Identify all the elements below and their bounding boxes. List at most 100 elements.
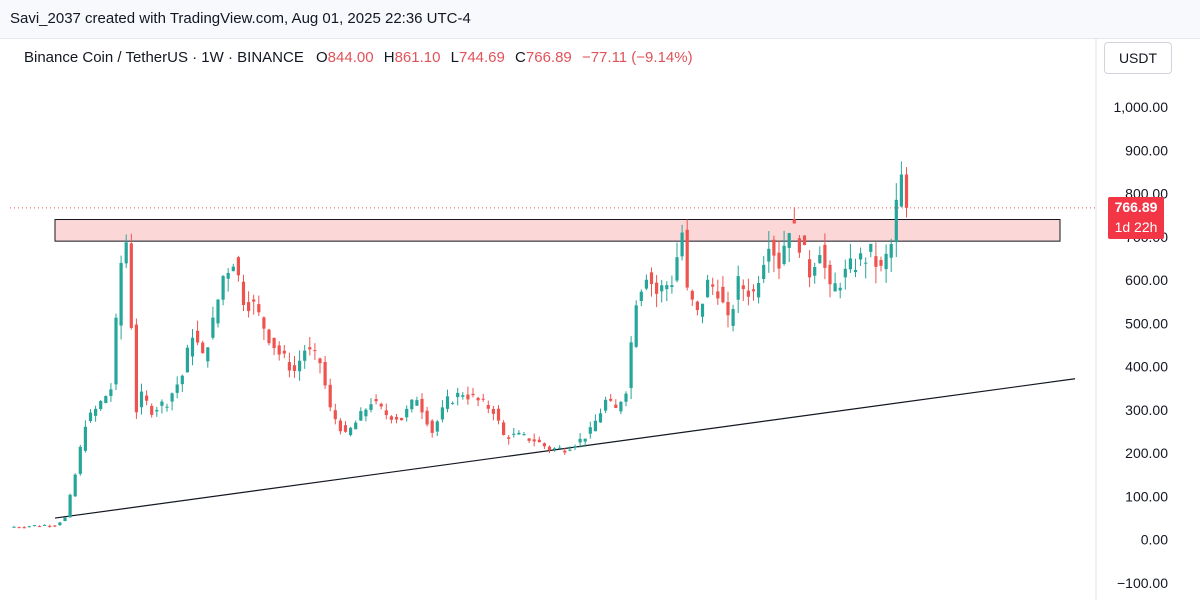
candle-body xyxy=(272,337,276,349)
symbol-name[interactable]: Binance Coin / TetherUS · 1W · BINANCE xyxy=(24,49,304,66)
low-label: L xyxy=(450,49,459,66)
candle-body xyxy=(73,474,77,497)
candle-body xyxy=(655,282,659,294)
candle-body xyxy=(848,258,852,270)
candle-body xyxy=(726,302,730,316)
candle-body xyxy=(619,401,623,412)
candle-body xyxy=(716,291,720,299)
candle-body xyxy=(241,281,246,305)
candle-body xyxy=(83,426,87,451)
candle-body xyxy=(252,299,256,302)
candle-body xyxy=(247,302,251,312)
candle-body xyxy=(369,404,373,410)
y-tick-label: 600.00 xyxy=(1125,272,1168,288)
candle-body xyxy=(644,279,648,289)
candle-body xyxy=(139,391,144,408)
candle-body xyxy=(196,330,200,343)
candle-body xyxy=(767,248,771,262)
close-label: C xyxy=(515,49,526,66)
candle-body xyxy=(124,242,128,264)
high-value: 861.10 xyxy=(394,49,441,66)
candle-body xyxy=(802,235,807,245)
candle-body xyxy=(48,525,52,527)
candle-body xyxy=(129,243,133,328)
candle-body xyxy=(736,276,740,300)
candle-body xyxy=(899,174,903,207)
candle-body xyxy=(17,527,21,529)
creator-credit: Savi_2037 created with TradingView.com, … xyxy=(10,10,471,27)
candle-body xyxy=(904,174,909,208)
candle-body xyxy=(598,413,603,423)
candle-body xyxy=(838,287,842,291)
last-price-value: 766.89 xyxy=(1114,199,1158,215)
candle-body xyxy=(476,397,480,401)
y-tick-label: 300.00 xyxy=(1125,402,1168,418)
candle-body xyxy=(410,399,414,410)
candle-body xyxy=(481,398,485,400)
candle-body xyxy=(430,420,434,433)
candle-body xyxy=(741,285,745,290)
bar-countdown: 1d 22h xyxy=(1114,219,1158,235)
candle-body xyxy=(486,405,490,409)
candle-body xyxy=(68,494,72,518)
candle-body xyxy=(818,255,822,264)
candle-body xyxy=(88,412,93,421)
candle-body xyxy=(185,347,189,373)
candle-body xyxy=(415,400,419,406)
candle-body xyxy=(425,410,429,425)
candle-body xyxy=(211,317,215,338)
candle-body xyxy=(338,420,342,432)
candle-body xyxy=(660,285,664,292)
candle-body xyxy=(420,398,424,413)
candle-body xyxy=(879,259,883,266)
candle-body xyxy=(568,449,572,451)
candle-body xyxy=(221,276,225,300)
y-tick-label: 0.00 xyxy=(1141,532,1168,548)
candle-body xyxy=(287,362,291,371)
candle-body xyxy=(675,257,679,281)
y-tick-label: 1,000.00 xyxy=(1114,99,1169,115)
candle-body xyxy=(451,403,455,405)
candle-body xyxy=(78,446,82,474)
candle-body xyxy=(226,272,230,279)
candle-body xyxy=(639,291,643,302)
candle-body xyxy=(751,289,756,292)
candle-body xyxy=(445,396,450,409)
candle-body xyxy=(99,401,103,410)
candle-body xyxy=(349,427,353,436)
candle-body xyxy=(665,285,669,290)
candle-body xyxy=(53,525,57,527)
candle-body xyxy=(379,403,383,407)
candle-body xyxy=(394,416,399,420)
change-value: −77.11 (−9.14%) xyxy=(581,49,693,66)
candle-body xyxy=(874,256,878,267)
candle-body xyxy=(542,443,546,447)
candle-body xyxy=(583,438,587,442)
candle-body xyxy=(236,257,240,276)
close-value: 766.89 xyxy=(525,49,572,66)
candle-body xyxy=(440,407,444,420)
y-tick-label: 200.00 xyxy=(1125,445,1168,461)
candle-body xyxy=(175,384,179,393)
candle-body xyxy=(894,199,898,243)
candle-body xyxy=(160,401,164,406)
candle-body xyxy=(547,446,552,451)
candle-body xyxy=(706,279,710,298)
candle-body xyxy=(435,421,439,432)
currency-button[interactable]: USDT xyxy=(1104,42,1172,74)
candle-body xyxy=(853,269,858,273)
candle-body xyxy=(359,411,363,421)
candle-body xyxy=(104,396,108,403)
candle-body xyxy=(537,439,541,443)
candle-body xyxy=(119,262,123,326)
candle-body xyxy=(864,262,868,264)
candle-body xyxy=(512,433,516,435)
candle-body xyxy=(303,350,307,361)
top-bar: Savi_2037 created with TradingView.com, … xyxy=(0,0,1200,39)
candle-body xyxy=(593,420,597,432)
candle-body xyxy=(374,399,378,402)
candle-body xyxy=(456,392,460,398)
candle-body xyxy=(746,290,750,297)
candle-body xyxy=(532,439,536,442)
